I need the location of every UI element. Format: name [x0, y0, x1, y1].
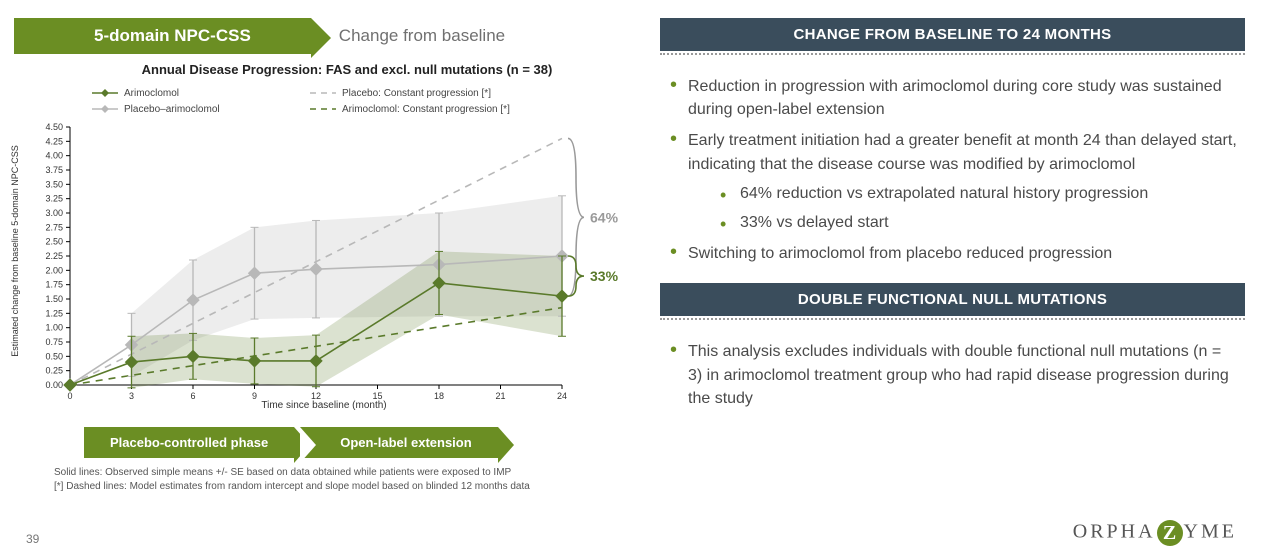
bullet-item: Switching to arimoclomol from placebo re… [664, 242, 1237, 265]
svg-text:0.00: 0.00 [45, 380, 63, 390]
svg-text:1.00: 1.00 [45, 323, 63, 333]
svg-text:3.00: 3.00 [45, 208, 63, 218]
svg-text:3: 3 [129, 391, 134, 401]
svg-text:0.25: 0.25 [45, 366, 63, 376]
footnotes: Solid lines: Observed simple means +/- S… [54, 466, 640, 493]
sub-bullets: 64% reduction vs extrapolated natural hi… [688, 182, 1237, 234]
chart-container: Estimated change from baseline 5-domain … [14, 81, 634, 421]
footnote-1: Solid lines: Observed simple means +/- S… [54, 466, 640, 480]
svg-text:Arimoclomol: Arimoclomol [124, 88, 179, 99]
header-pill-label: 5-domain NPC-CSS [94, 26, 251, 45]
svg-text:2.75: 2.75 [45, 222, 63, 232]
svg-text:3.50: 3.50 [45, 179, 63, 189]
svg-text:21: 21 [495, 391, 505, 401]
divider [660, 318, 1245, 320]
svg-text:1.25: 1.25 [45, 308, 63, 318]
svg-text:2.00: 2.00 [45, 265, 63, 275]
svg-text:4.50: 4.50 [45, 122, 63, 132]
title-row: 5-domain NPC-CSS Change from baseline [14, 18, 640, 54]
svg-text:9: 9 [252, 391, 257, 401]
svg-text:1.50: 1.50 [45, 294, 63, 304]
bullets-section1: Reduction in progression with arimoclomo… [660, 61, 1245, 283]
divider [660, 53, 1245, 55]
header-pill: 5-domain NPC-CSS [14, 18, 311, 54]
svg-text:0: 0 [67, 391, 72, 401]
sub-bullet-item: 33% vs delayed start [718, 211, 1237, 234]
svg-text:6: 6 [190, 391, 195, 401]
svg-text:3.75: 3.75 [45, 165, 63, 175]
chart-title: Annual Disease Progression: FAS and excl… [54, 62, 640, 77]
svg-text:18: 18 [434, 391, 444, 401]
svg-text:2.25: 2.25 [45, 251, 63, 261]
svg-text:0.75: 0.75 [45, 337, 63, 347]
bullet-item: Reduction in progression with arimoclomo… [664, 75, 1237, 121]
svg-text:1.75: 1.75 [45, 280, 63, 290]
phase-pill-extension: Open-label extension [300, 427, 497, 458]
bullet-item: Early treatment initiation had a greater… [664, 129, 1237, 234]
bullets-section2: This analysis excludes individuals with … [660, 326, 1245, 428]
svg-text:64%: 64% [590, 209, 619, 225]
svg-text:0.50: 0.50 [45, 351, 63, 361]
page-number: 39 [26, 532, 39, 546]
svg-text:Arimoclomol: Constant progress: Arimoclomol: Constant progression [*] [342, 104, 510, 115]
x-axis-label: Time since baseline (month) [261, 400, 386, 411]
phase-row: Placebo-controlled phase Open-label exte… [84, 427, 640, 458]
orphazyme-logo: ORPHAZYME [1073, 520, 1237, 546]
logo-z-icon: Z [1157, 520, 1183, 546]
progression-chart: 0.00 0.25 0.50 0.75 1.00 1.25 1.50 1.75 2.00 2.25… [14, 81, 634, 421]
phase-pill-controlled: Placebo-controlled phase [84, 427, 294, 458]
svg-text:2.50: 2.50 [45, 237, 63, 247]
svg-text:4.00: 4.00 [45, 151, 63, 161]
section-header-null: DOUBLE FUNCTIONAL NULL MUTATIONS [660, 283, 1245, 316]
section-header-change: CHANGE FROM BASELINE TO 24 MONTHS [660, 18, 1245, 51]
bullet-item: This analysis excludes individuals with … [664, 340, 1237, 410]
svg-text:4.25: 4.25 [45, 136, 63, 146]
svg-text:33%: 33% [590, 268, 619, 284]
footnote-2: [*] Dashed lines: Model estimates from r… [54, 480, 640, 494]
header-subtitle: Change from baseline [339, 26, 505, 46]
sub-bullet-item: 64% reduction vs extrapolated natural hi… [718, 182, 1237, 205]
svg-text:24: 24 [557, 391, 567, 401]
svg-text:3.25: 3.25 [45, 194, 63, 204]
svg-text:Placebo–arimoclomol: Placebo–arimoclomol [124, 104, 220, 115]
svg-text:Placebo: Constant progression: Placebo: Constant progression [*] [342, 88, 491, 99]
